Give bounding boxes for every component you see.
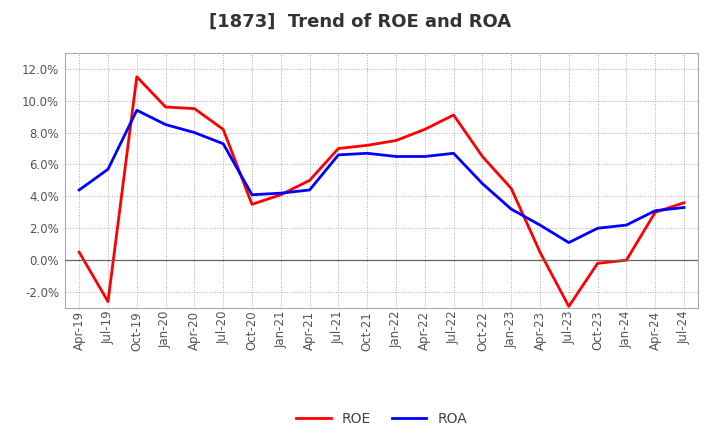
ROA	[593, 226, 602, 231]
ROE	[104, 299, 112, 304]
ROA	[420, 154, 429, 159]
ROE	[334, 146, 343, 151]
ROE	[132, 74, 141, 79]
ROE	[593, 260, 602, 266]
ROA	[622, 222, 631, 228]
ROA	[334, 152, 343, 158]
ROE	[622, 257, 631, 263]
ROA	[651, 208, 660, 213]
ROE	[248, 202, 256, 207]
ROE	[363, 143, 372, 148]
ROE	[305, 178, 314, 183]
ROA	[536, 222, 544, 228]
ROA	[305, 187, 314, 193]
ROA	[75, 187, 84, 193]
ROE	[680, 200, 688, 205]
ROE	[190, 106, 199, 111]
ROA	[219, 141, 228, 147]
ROE	[276, 192, 285, 198]
ROA	[564, 240, 573, 245]
ROA	[104, 167, 112, 172]
ROA	[392, 154, 400, 159]
ROE	[392, 138, 400, 143]
Legend: ROE, ROA: ROE, ROA	[296, 412, 467, 426]
ROE	[564, 304, 573, 309]
ROE	[507, 186, 516, 191]
ROA	[161, 122, 170, 127]
ROE	[420, 127, 429, 132]
ROA	[478, 181, 487, 186]
ROE	[161, 104, 170, 110]
Line: ROA: ROA	[79, 110, 684, 242]
ROA	[507, 206, 516, 212]
ROA	[248, 192, 256, 198]
ROA	[680, 205, 688, 210]
ROE	[219, 127, 228, 132]
ROE	[449, 112, 458, 117]
ROA	[449, 150, 458, 156]
ROE	[651, 209, 660, 215]
ROA	[190, 130, 199, 135]
ROE	[536, 249, 544, 255]
ROE	[478, 154, 487, 159]
Text: [1873]  Trend of ROE and ROA: [1873] Trend of ROE and ROA	[209, 13, 511, 31]
Line: ROE: ROE	[79, 77, 684, 306]
ROA	[132, 107, 141, 113]
ROE	[75, 249, 84, 255]
ROA	[276, 191, 285, 196]
ROA	[363, 150, 372, 156]
